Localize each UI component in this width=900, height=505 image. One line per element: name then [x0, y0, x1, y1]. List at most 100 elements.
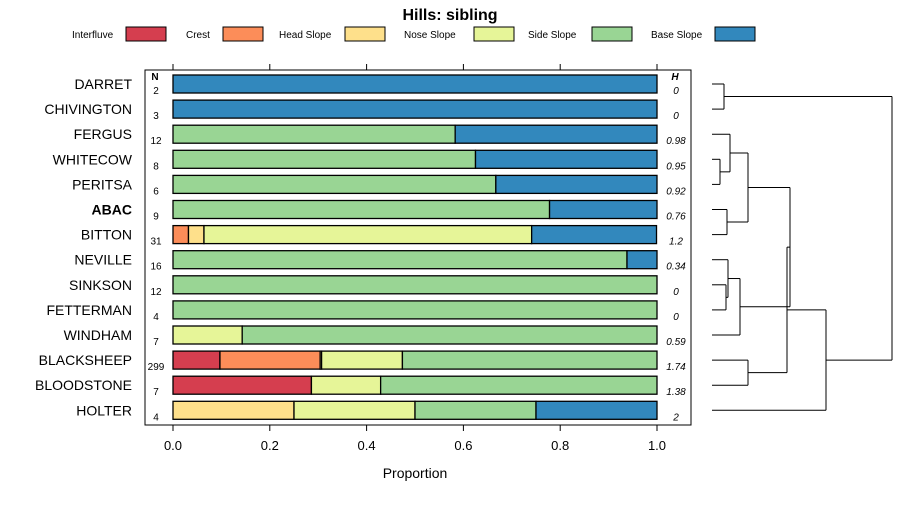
- bar-segment: [172, 174, 497, 195]
- row-n-value: 6: [153, 186, 159, 197]
- legend-label: Nose Slope: [404, 30, 456, 41]
- x-tick-label: 0.0: [164, 438, 182, 453]
- legend-swatch: [473, 26, 515, 42]
- row-h-value: 0: [673, 287, 679, 298]
- bar-row-peritsa: PERITSA 6 0.92: [72, 174, 686, 197]
- row-n-value: 9: [153, 212, 159, 223]
- legend-label: Interfluve: [72, 30, 114, 41]
- legend-swatch: [222, 26, 264, 42]
- row-label: WINDHAM: [64, 327, 132, 343]
- row-n-value: 12: [150, 136, 162, 147]
- bar-segment: [172, 350, 221, 370]
- row-h-value: 1.74: [666, 362, 686, 373]
- bar-row-whitecow: WHITECOW 8 0.95: [53, 149, 686, 172]
- legend-swatch: [125, 26, 167, 42]
- row-n-value: 8: [153, 161, 159, 172]
- row-label: WHITECOW: [53, 151, 133, 167]
- row-label: NEVILLE: [74, 252, 132, 268]
- bar-segment: [219, 350, 321, 370]
- row-h-value: 0.98: [666, 136, 686, 147]
- bar-segment: [241, 325, 658, 345]
- row-h-value: 0.34: [666, 262, 686, 273]
- bar-segment: [495, 174, 658, 195]
- bar-segment: [379, 375, 658, 395]
- row-label: PERITSA: [72, 176, 133, 192]
- bar-segment: [172, 250, 628, 270]
- bar-segment: [401, 350, 658, 370]
- bar-row-chivington: CHIVINGTON 3 0: [44, 99, 679, 122]
- bar-row-bitton: BITTON 31 1.2: [81, 224, 683, 248]
- chart-title: Hills: sibling: [402, 7, 497, 24]
- row-label: FERGUS: [74, 126, 132, 142]
- row-h-value: 1.38: [666, 387, 686, 398]
- row-label: FETTERMAN: [46, 302, 132, 318]
- n-column-header: N: [151, 72, 158, 83]
- row-h-value: 0: [673, 86, 679, 97]
- row-h-value: 1.2: [669, 237, 683, 248]
- row-n-value: 4: [153, 412, 159, 423]
- bar-rows: DARRET 2 0 CHIVINGTON 3 0 FERGUS 12 0.98 WHITECOW…: [35, 74, 686, 423]
- x-tick-label: 1.0: [648, 438, 666, 453]
- bar-segment: [293, 400, 416, 420]
- row-h-value: 0.59: [666, 337, 686, 348]
- bar-row-fergus: FERGUS 12 0.98: [74, 124, 686, 147]
- h-column-header: H: [671, 72, 679, 83]
- bar-row-blacksheep: BLACKSHEEP 299 1.74: [39, 350, 686, 373]
- legend-label: Side Slope: [528, 30, 577, 41]
- bar-segment: [187, 224, 205, 245]
- legend: Interfluve Crest Head Slope Nose Slope Side …: [72, 26, 756, 42]
- x-axis: 0.0 0.2 0.4 0.6 0.8 1.0: [164, 64, 666, 453]
- bar-segment: [414, 400, 537, 420]
- legend-label: Crest: [186, 30, 210, 41]
- bar-row-neville: NEVILLE 16 0.34: [74, 250, 686, 273]
- row-h-value: 2: [672, 412, 679, 423]
- row-n-value: 7: [153, 337, 159, 348]
- row-label: BLACKSHEEP: [39, 352, 132, 368]
- x-tick-label: 0.6: [454, 438, 472, 453]
- legend-label: Head Slope: [279, 30, 332, 41]
- bar-row-bloodstone: BLOODSTONE 7 1.38: [35, 375, 686, 398]
- legend-swatch: [714, 26, 756, 42]
- row-label: BITTON: [81, 227, 132, 243]
- bar-row-darret: DARRET 2 0: [74, 74, 679, 97]
- row-label: CHIVINGTON: [44, 101, 132, 117]
- bar-row-abac: ABAC 9 0.76: [92, 199, 686, 223]
- bar-segment: [172, 74, 658, 94]
- bar-segment: [172, 300, 658, 320]
- row-h-value: 0.92: [666, 186, 686, 197]
- bar-segment: [172, 149, 477, 169]
- row-h-value: 0.76: [666, 212, 686, 223]
- legend-swatch: [344, 26, 386, 42]
- row-n-value: 4: [153, 312, 159, 323]
- row-n-value: 7: [153, 387, 159, 398]
- row-label: HOLTER: [76, 402, 132, 418]
- bar-segment: [530, 224, 658, 245]
- row-n-value: 12: [150, 287, 162, 298]
- x-axis-label: Proportion: [383, 465, 448, 481]
- x-tick-label: 0.4: [358, 438, 376, 453]
- bar-row-fetterman: FETTERMAN 4 0: [46, 300, 679, 323]
- row-h-value: 0.95: [666, 161, 686, 172]
- x-tick-label: 0.8: [551, 438, 569, 453]
- dendrogram: [712, 83, 893, 411]
- row-h-value: 0: [673, 312, 679, 323]
- row-n-value: 299: [148, 362, 165, 373]
- bar-segment: [172, 275, 658, 295]
- legend-swatch: [591, 26, 633, 42]
- bar-row-holter: HOLTER 4 2: [76, 400, 679, 423]
- bar-segment: [320, 350, 404, 370]
- bar-segment: [172, 400, 295, 420]
- bar-segment: [454, 124, 658, 144]
- plot-frame: [144, 69, 692, 426]
- bar-segment: [535, 400, 658, 420]
- bar-segment: [172, 325, 243, 345]
- row-n-value: 31: [150, 237, 162, 248]
- bar-segment: [172, 124, 456, 144]
- bar-segment: [203, 224, 533, 245]
- legend-label: Base Slope: [651, 30, 703, 41]
- row-n-value: 2: [153, 86, 159, 97]
- row-h-value: 0: [673, 111, 679, 122]
- row-label: DARRET: [74, 76, 132, 92]
- bar-segment: [172, 99, 658, 119]
